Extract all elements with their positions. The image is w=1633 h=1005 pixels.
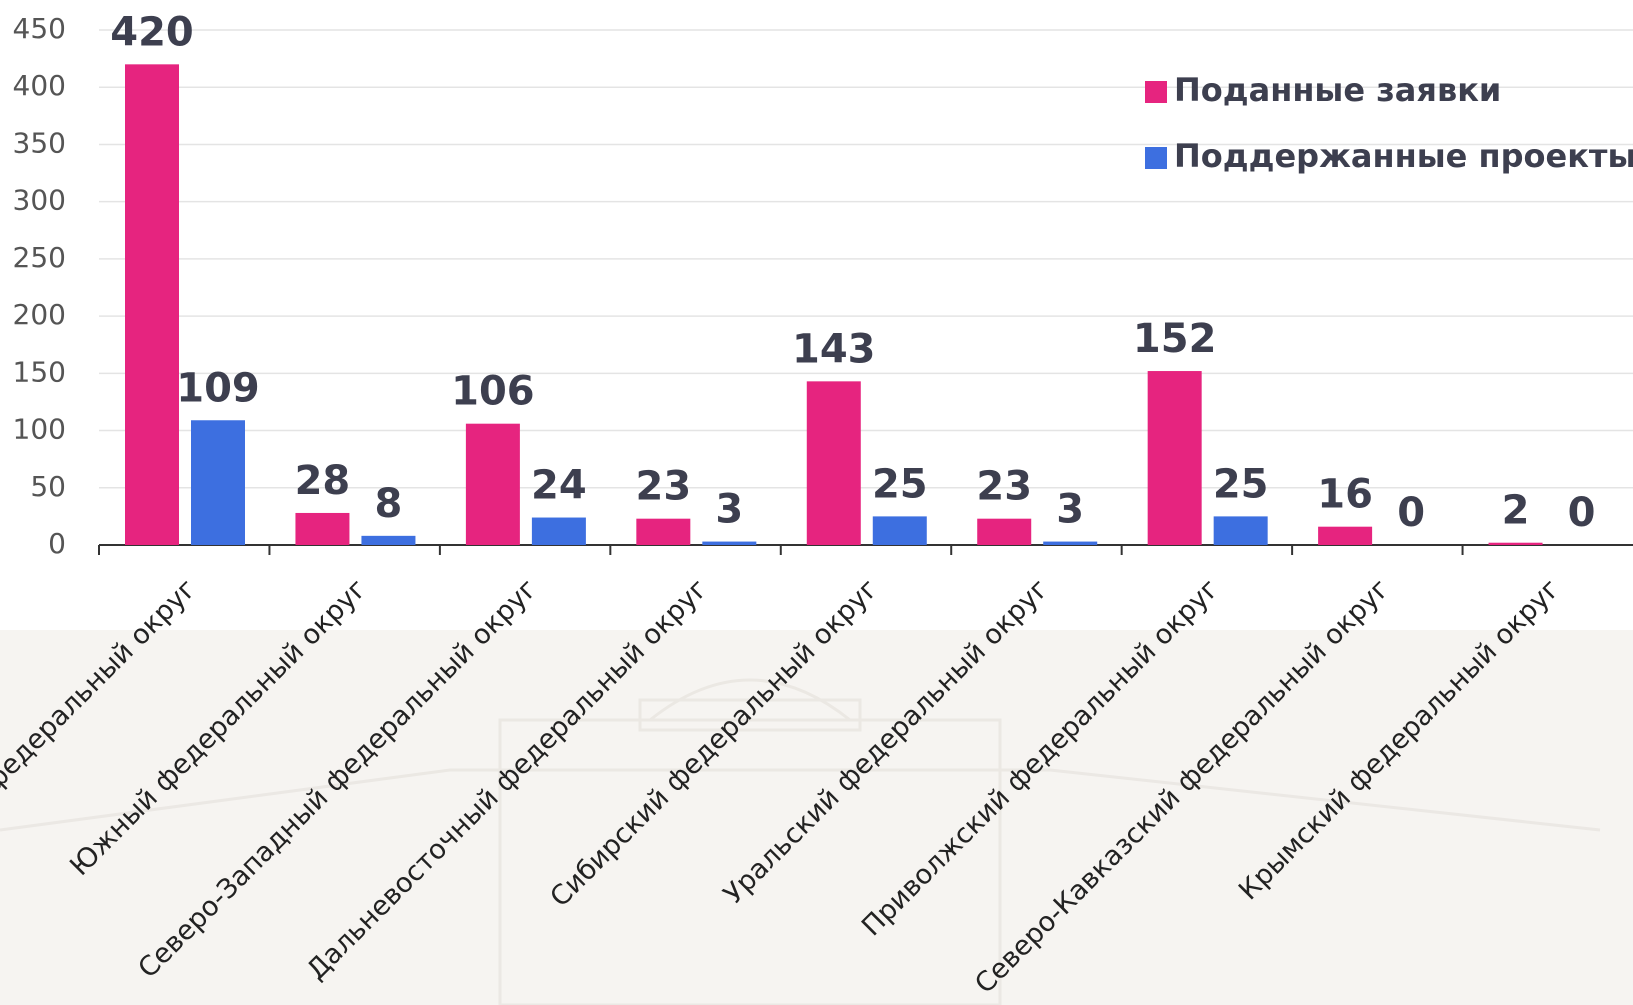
y-tick-label: 100 — [13, 413, 66, 446]
bar — [1148, 371, 1202, 545]
bar — [702, 542, 756, 545]
y-tick-label: 300 — [13, 184, 66, 217]
value-label: 8 — [375, 481, 403, 527]
y-tick-label: 400 — [13, 69, 66, 102]
value-label: 25 — [1213, 461, 1269, 507]
bar — [1318, 527, 1372, 545]
y-tick-label: 250 — [13, 241, 66, 274]
bar — [1043, 542, 1097, 545]
bar — [1489, 543, 1543, 545]
legend-swatch — [1145, 81, 1167, 103]
value-label: 23 — [976, 464, 1032, 510]
value-label: 109 — [176, 365, 260, 411]
bar — [466, 424, 520, 545]
chart: 050100150200250300350400450Центральный ф… — [0, 0, 1633, 1005]
y-tick-label: 50 — [30, 470, 66, 503]
value-label: 2 — [1502, 488, 1530, 534]
bar — [125, 64, 179, 545]
bar — [191, 420, 245, 545]
value-label: 16 — [1317, 472, 1373, 518]
y-tick-label: 200 — [13, 298, 66, 331]
value-label: 3 — [715, 487, 743, 533]
y-tick-label: 150 — [13, 355, 66, 388]
value-label: 106 — [451, 369, 535, 415]
legend-label: Поданные заявки — [1174, 71, 1501, 109]
bar — [361, 536, 415, 545]
y-tick-label: 350 — [13, 126, 66, 159]
bar — [295, 513, 349, 545]
value-label: 28 — [295, 458, 351, 504]
bar — [532, 518, 586, 545]
legend-label: Поддержанные проекты — [1174, 137, 1633, 175]
value-label: 0 — [1397, 490, 1425, 536]
value-label: 25 — [872, 461, 928, 507]
value-label: 24 — [531, 463, 587, 509]
bar — [977, 519, 1031, 545]
value-label: 0 — [1568, 490, 1596, 536]
bar — [807, 381, 861, 545]
bar — [1214, 516, 1268, 545]
value-label: 420 — [110, 9, 194, 55]
value-label: 23 — [635, 464, 691, 510]
legend-swatch — [1145, 147, 1167, 169]
y-tick-label: 450 — [13, 12, 66, 45]
bar — [873, 516, 927, 545]
value-label: 152 — [1133, 316, 1217, 362]
value-label: 3 — [1056, 487, 1084, 533]
value-label: 143 — [792, 326, 876, 372]
y-tick-label: 0 — [48, 527, 66, 560]
bar — [636, 519, 690, 545]
